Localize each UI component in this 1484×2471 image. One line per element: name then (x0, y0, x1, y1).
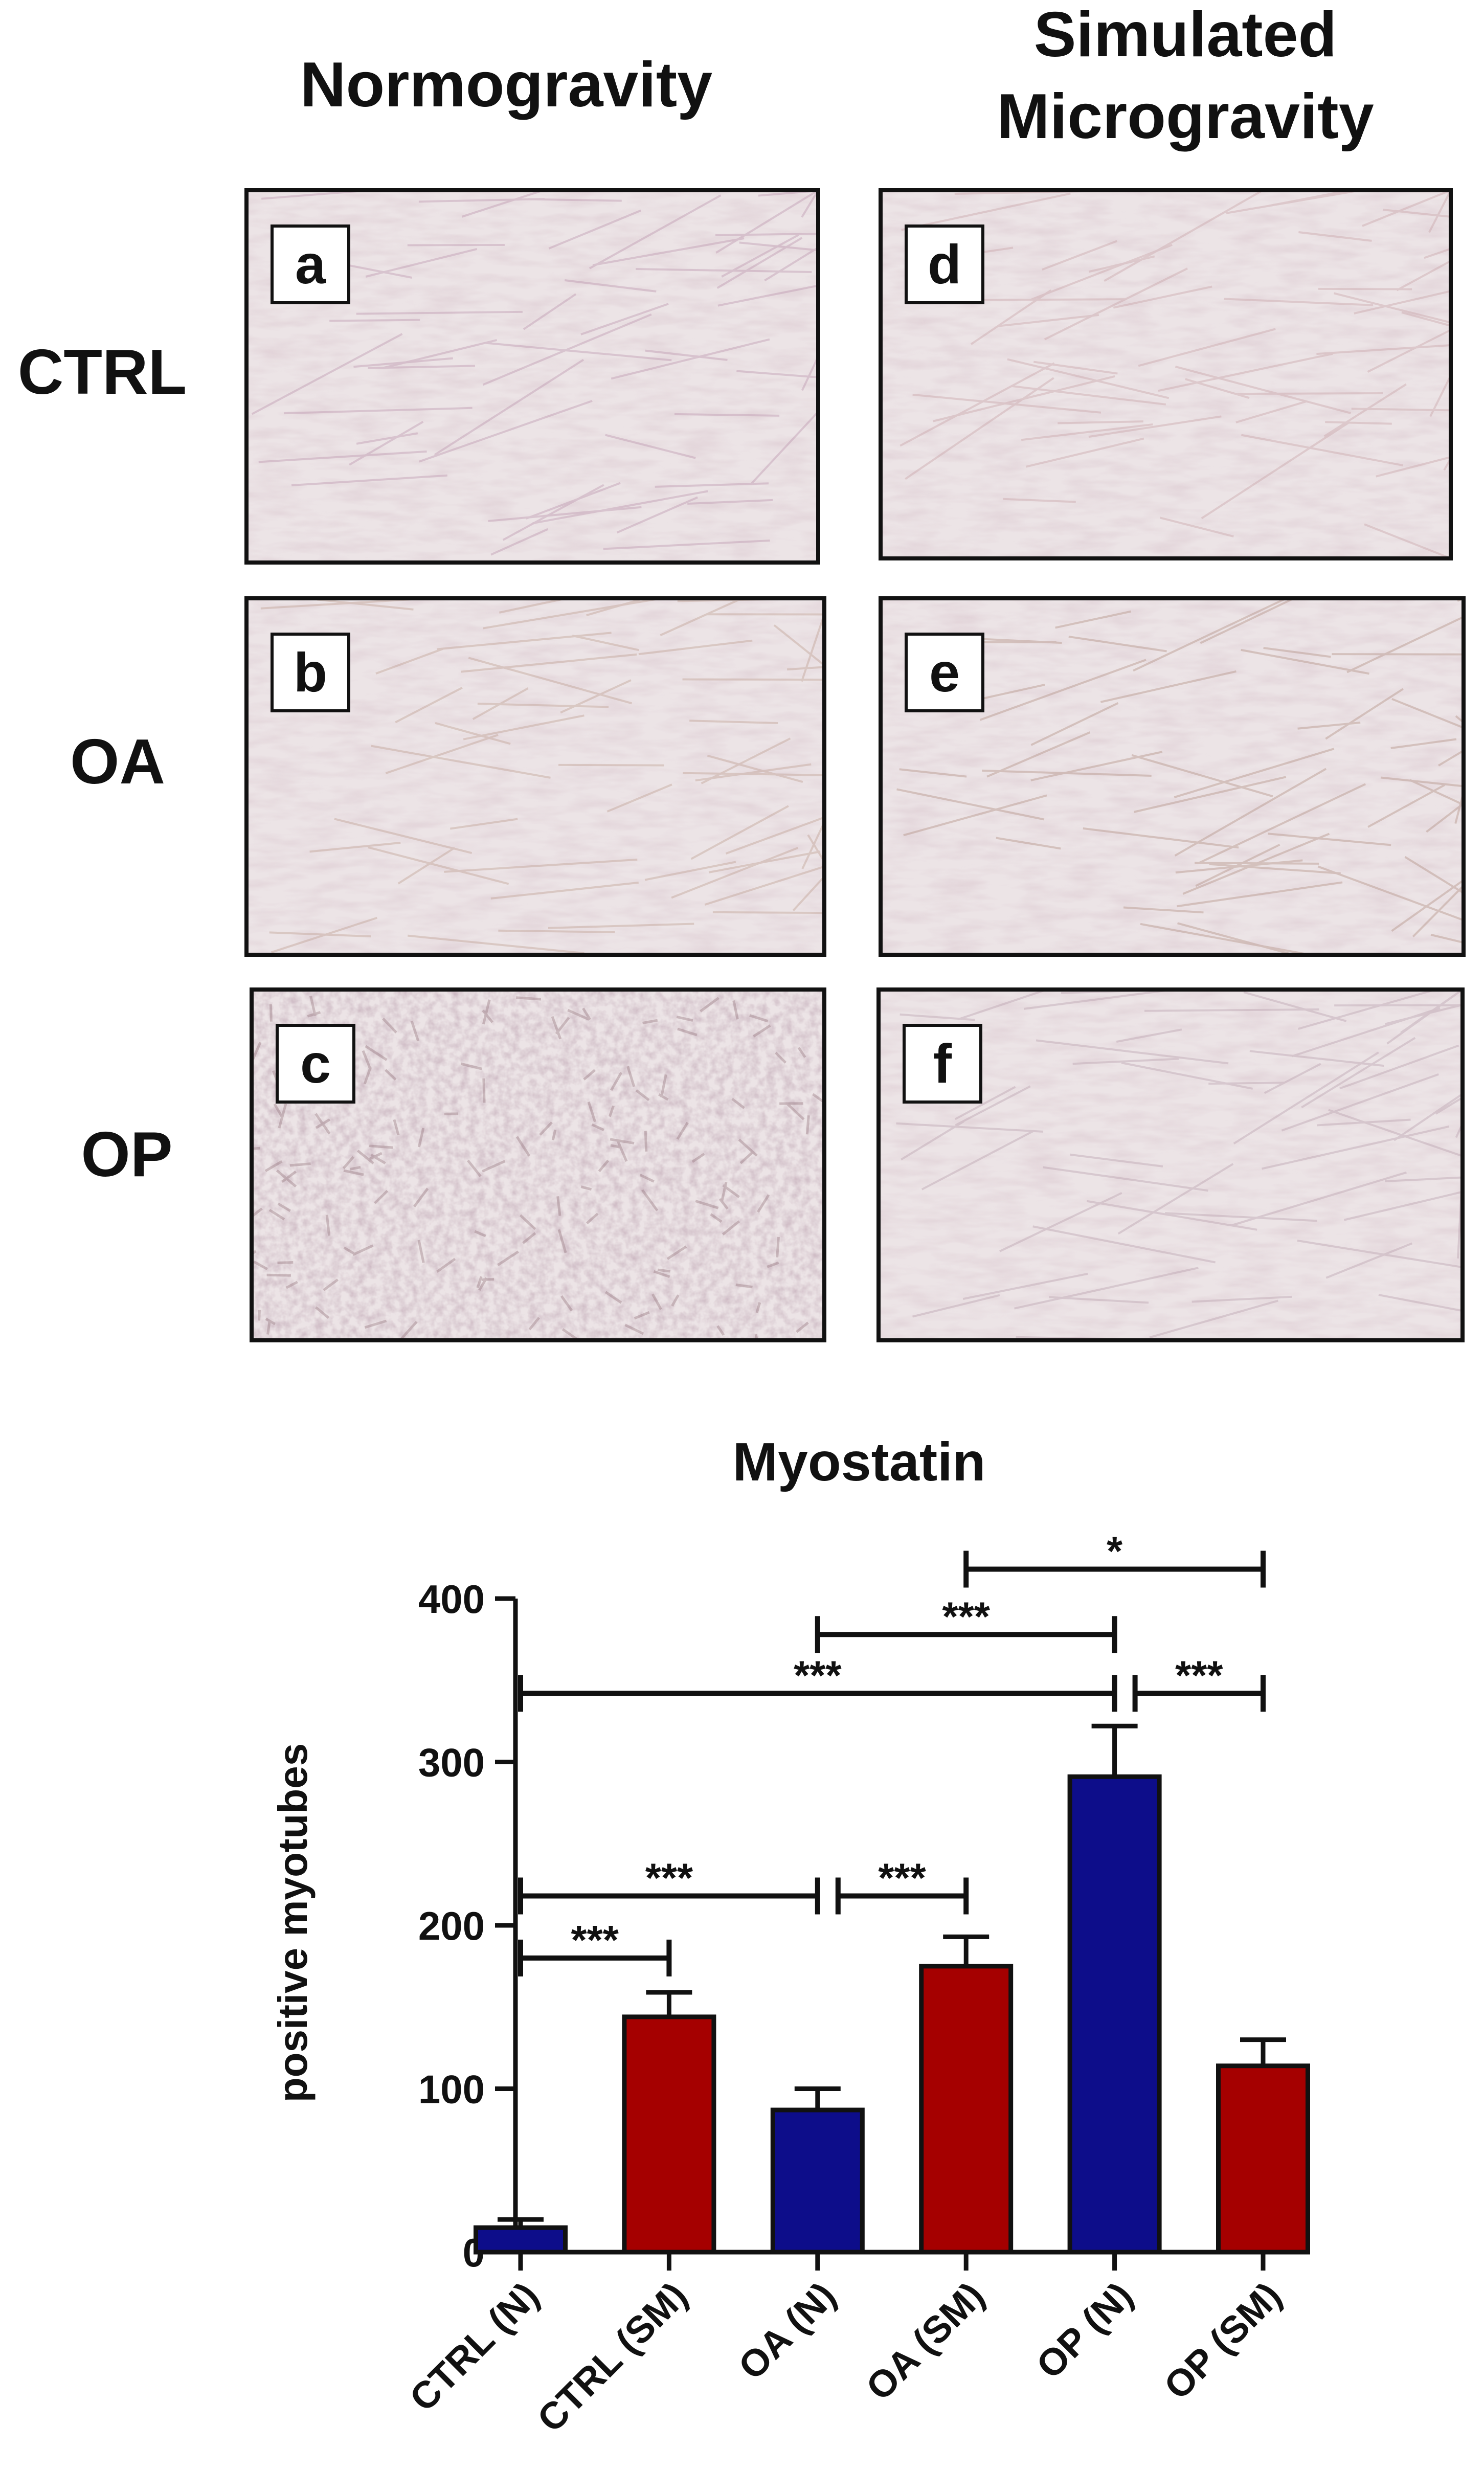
y-tick-label: 400 (418, 1577, 485, 1622)
bar (1216, 2063, 1310, 2255)
column-header-microgravity: Microgravity (997, 81, 1374, 152)
y-tick-label: 300 (418, 1740, 485, 1785)
panel-letter: f (933, 1032, 952, 1094)
significance-bracket: *** (518, 1652, 1117, 1712)
significance-bracket: *** (518, 1917, 672, 1976)
x-tick-label: CTRL (SM) (529, 2274, 695, 2440)
x-tick-label: OP (N) (1028, 2274, 1141, 2387)
panel-letter-box: b (271, 633, 350, 712)
x-tick-label: OP (SM) (1156, 2274, 1289, 2408)
bar (770, 2107, 865, 2255)
panel-fibers (900, 189, 1452, 559)
panel-c: c (250, 987, 826, 1342)
panel-border (879, 188, 1453, 560)
significance-label: *** (878, 1855, 926, 1900)
row-label-ctrl: CTRL (18, 337, 187, 408)
panel-d: d (879, 188, 1453, 560)
significance-label: *** (645, 1855, 693, 1900)
panel-f: f (876, 987, 1465, 1342)
panel-letter-box: a (271, 224, 350, 304)
panel-letter-box: f (903, 1024, 982, 1104)
panel-fibers (260, 597, 825, 955)
panel-letter-box: c (276, 1024, 355, 1104)
panel-border (879, 596, 1466, 957)
significance-label: * (1107, 1528, 1123, 1574)
panel-letter-box: e (905, 633, 984, 712)
column-header-normogravity: Normogravity (300, 50, 712, 120)
panel-b: b (244, 596, 826, 957)
significance-label: *** (571, 1917, 619, 1963)
significance-bracket: *** (815, 1593, 1117, 1653)
bar (474, 2225, 568, 2255)
significance-bracket: *** (518, 1855, 820, 1915)
panel-letter: e (929, 641, 960, 703)
panel-letter-box: d (905, 224, 984, 304)
x-tick-label: CTRL (N) (401, 2274, 547, 2419)
significance-label: *** (794, 1652, 842, 1698)
significance-label: *** (1175, 1652, 1223, 1698)
x-tick-label: OA (SM) (858, 2274, 992, 2409)
panel-e: e (879, 596, 1466, 957)
y-tick-label: 100 (418, 2067, 485, 2112)
chart-title: Myostatin (733, 1432, 986, 1492)
myostatin-chart: Myostatin positive myotubes 010020030040… (270, 1432, 1310, 2440)
panel-letter: a (295, 233, 326, 295)
row-label-oa: OA (70, 727, 165, 797)
panel-fibers (896, 597, 1465, 956)
panel-letter: c (300, 1032, 331, 1094)
y-axis-label: positive myotubes (270, 1743, 316, 2102)
significance-label: *** (942, 1593, 990, 1639)
bar (919, 1964, 1014, 2255)
x-tick-label: OA (N) (730, 2274, 844, 2388)
panel-letter: b (294, 641, 327, 703)
panel-border (244, 596, 826, 957)
panel-border (876, 987, 1465, 1342)
row-label-op: OP (81, 1119, 172, 1190)
significance-bracket: *** (1132, 1652, 1266, 1712)
panel-border (244, 188, 820, 565)
bar (622, 2014, 716, 2255)
panel-a: a (244, 188, 820, 565)
y-tick-label: 200 (418, 1903, 485, 1948)
panel-border (250, 987, 826, 1342)
column-header-simulated: Simulated (1034, 0, 1337, 70)
micrograph-panels: a b c d e f (244, 188, 1466, 1342)
significance-bracket: *** (835, 1855, 969, 1915)
significance-bracket: * (963, 1528, 1266, 1588)
bar (1067, 1774, 1162, 2255)
panel-letter: d (928, 233, 961, 295)
